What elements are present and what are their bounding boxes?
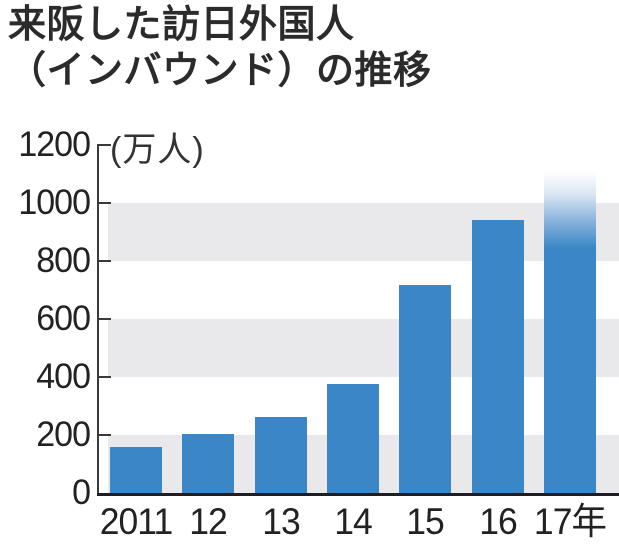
x-label-14: 14 (334, 501, 373, 542)
x-label-16: 16 (478, 501, 518, 542)
x-label-15: 15 (406, 501, 445, 542)
bar-12 (182, 434, 235, 493)
y-tick-200 (97, 434, 111, 436)
bar-14 (326, 383, 379, 493)
chart-title-line1: 来阪した訪日外国人 (8, 4, 355, 46)
y-axis-unit-label: (万人) (110, 131, 205, 169)
x-label-17年: 17年 (533, 501, 607, 542)
bar-16 (471, 220, 524, 493)
grid-band-400-600 (108, 319, 619, 377)
y-tick-1000 (97, 202, 111, 204)
y-tick-400 (97, 376, 111, 378)
y-tick-label-600: 600 (36, 299, 91, 338)
y-tick-label-400: 400 (36, 357, 91, 396)
y-tick-label-1000: 1000 (18, 183, 91, 222)
chart-title: 来阪した訪日外国人 （インバウンド）の推移 (8, 2, 432, 94)
bar-13 (254, 417, 307, 493)
y-tick-800 (97, 260, 111, 262)
y-tick-label-200: 200 (36, 415, 91, 454)
y-tick-label-0: 0 (72, 473, 91, 512)
bar-2011 (110, 447, 162, 493)
y-tick-label-800: 800 (36, 241, 91, 280)
x-label-2011: 2011 (99, 501, 174, 542)
x-label-12: 12 (189, 501, 229, 542)
y-axis-line (97, 145, 99, 495)
y-tick-1200 (97, 144, 111, 146)
chart-title-line2: （インバウンド）の推移 (8, 50, 432, 92)
x-label-13: 13 (261, 501, 301, 542)
y-tick-600 (97, 318, 111, 320)
bar-15 (399, 285, 452, 493)
x-axis-baseline (97, 493, 619, 496)
y-tick-label-1200: 1200 (18, 125, 91, 164)
bar-17年 (543, 171, 596, 493)
grid-band-800-1000 (108, 203, 619, 261)
